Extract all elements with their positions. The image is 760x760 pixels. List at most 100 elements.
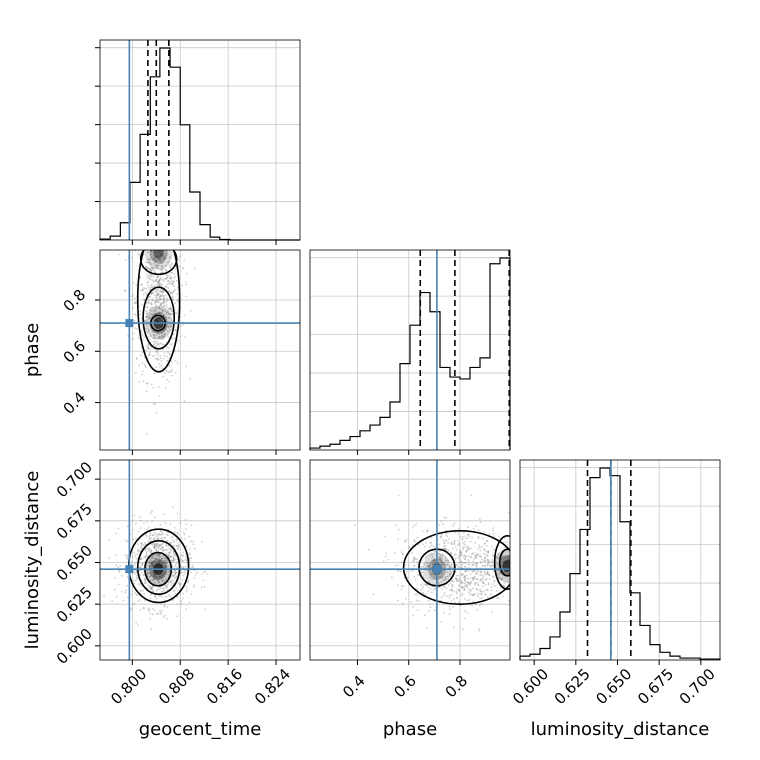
sample-point [172, 550, 175, 553]
sample-point [405, 570, 408, 573]
sample-point [143, 363, 146, 366]
sample-point [185, 558, 188, 560]
sample-point [152, 571, 154, 573]
sample-point [440, 572, 443, 575]
sample-point [153, 582, 155, 585]
sample-point [169, 277, 172, 280]
sample-point [132, 338, 135, 340]
sample-point [158, 312, 161, 315]
sample-point [158, 581, 160, 584]
sample-point [154, 595, 157, 598]
sample-point [468, 547, 471, 550]
sample-point [475, 557, 477, 560]
sample-point [149, 268, 152, 271]
sample-point [163, 604, 166, 607]
sample-point [141, 373, 143, 376]
sample-point [507, 558, 510, 560]
sample-point [174, 565, 177, 568]
sample-point [166, 588, 169, 591]
sample-point [433, 558, 435, 561]
sample-point [453, 540, 456, 543]
sample-point [151, 534, 154, 537]
density-peak [153, 250, 164, 259]
sample-point [143, 574, 146, 577]
sample-point [511, 578, 513, 580]
sample-point [165, 313, 168, 316]
sample-point [174, 576, 177, 579]
sample-point [150, 273, 153, 276]
sample-point [166, 276, 169, 279]
sample-point [135, 621, 138, 624]
sample-point [167, 336, 170, 339]
sample-point [165, 585, 168, 588]
sample-point [463, 582, 465, 584]
sample-point [484, 558, 486, 560]
sample-point [466, 584, 469, 586]
sample-point [190, 566, 193, 568]
sample-point [154, 337, 157, 340]
sample-point [134, 562, 136, 564]
sample-point [153, 546, 156, 548]
sample-point [171, 374, 174, 377]
sample-point [426, 584, 429, 587]
sample-point [480, 593, 483, 596]
sample-point [414, 593, 417, 596]
sample-point [143, 522, 145, 525]
sample-point [149, 512, 152, 514]
sample-point [159, 283, 162, 286]
sample-point [136, 624, 139, 626]
sample-point [176, 293, 179, 296]
sample-point [487, 550, 489, 553]
sample-point [451, 580, 454, 583]
sample-point [160, 360, 163, 362]
sample-point [180, 583, 183, 585]
sample-point [471, 587, 474, 590]
sample-point [442, 579, 444, 582]
sample-point [185, 523, 188, 526]
sample-point [169, 291, 172, 294]
sample-point [150, 628, 153, 631]
sample-point [463, 588, 465, 591]
sample-point [141, 362, 144, 364]
sample-point [446, 571, 449, 574]
sample-point [141, 370, 144, 373]
sample-point [467, 534, 470, 536]
sample-point [170, 319, 173, 322]
sample-point [160, 291, 162, 294]
sample-point [154, 308, 157, 310]
sample-point [145, 312, 148, 315]
sample-point [160, 573, 163, 576]
sample-point [449, 573, 452, 575]
sample-point [397, 564, 399, 567]
sample-point [161, 267, 164, 270]
sample-point [467, 545, 470, 548]
sample-point [167, 317, 170, 319]
sample-point [153, 257, 156, 260]
sample-point [108, 556, 111, 559]
sample-point [488, 574, 491, 577]
sample-point [174, 573, 176, 576]
sample-point [467, 526, 469, 529]
sample-point [412, 556, 415, 559]
sample-point [152, 275, 155, 278]
sample-point [172, 544, 175, 547]
sample-point [449, 607, 451, 610]
sample-point [454, 546, 457, 549]
sample-point [437, 582, 440, 585]
sample-point [158, 279, 160, 282]
sample-point [421, 588, 424, 590]
sample-point [165, 316, 168, 319]
sample-point [431, 573, 434, 575]
sample-point [167, 287, 170, 289]
sample-point [185, 608, 188, 610]
sample-point [156, 344, 158, 347]
sample-point [456, 574, 459, 577]
sample-point [456, 577, 458, 580]
sample-point [142, 242, 144, 244]
sample-point [140, 569, 143, 572]
sample-point [174, 328, 177, 331]
sample-point [159, 294, 162, 297]
sample-point [443, 541, 446, 544]
sample-point [484, 589, 487, 592]
sample-point [200, 540, 203, 543]
